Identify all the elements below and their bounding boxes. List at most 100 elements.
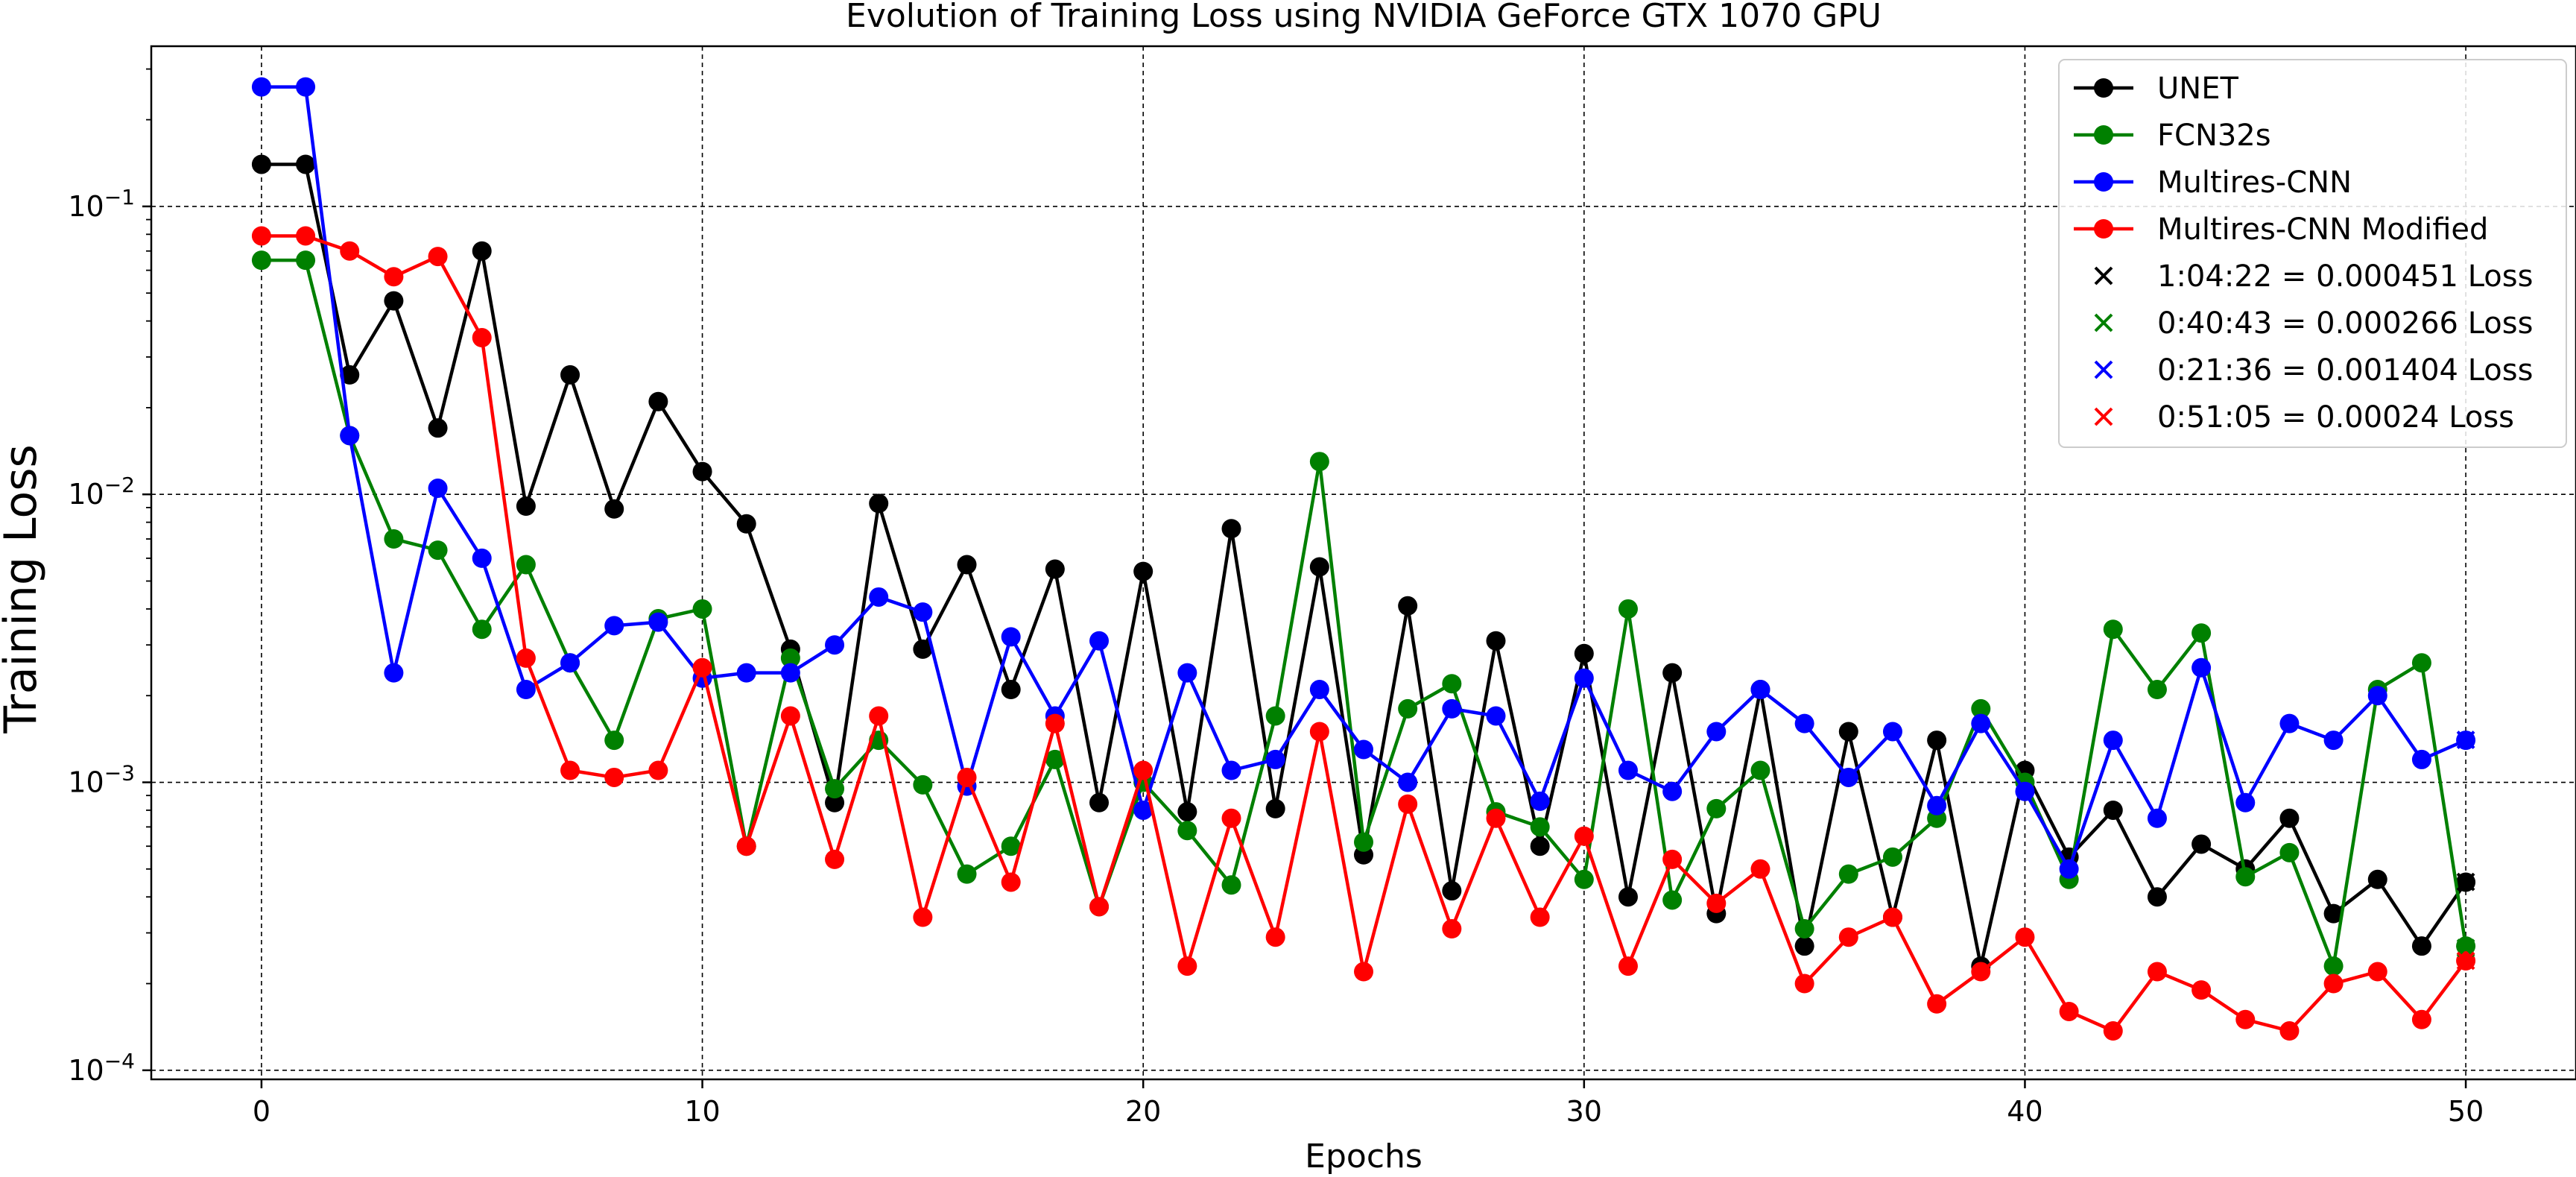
legend-entry: Multires-CNN [2074,165,2352,200]
data-point [1001,627,1021,647]
data-point [296,226,316,246]
data-point [2235,867,2256,887]
data-point [384,529,404,549]
data-point [340,426,360,446]
legend-marker-swatch [2094,219,2113,239]
data-point [1618,599,1638,619]
data-point [2192,623,2212,643]
legend-x-swatch [2094,313,2113,332]
data-point [1177,956,1197,976]
data-point [692,461,712,482]
data-point [648,612,668,632]
data-point [736,514,756,534]
data-point [2147,680,2167,700]
data-point [1398,698,1418,719]
legend-label: FCN32s [2157,119,2271,153]
final-x-marker [2456,872,2475,892]
data-point [1398,772,1418,792]
data-point [251,77,271,97]
legend-label: 0:51:05 = 0.00024 Loss [2157,400,2514,435]
data-point [692,657,712,678]
data-point [1398,794,1418,814]
series-multires-cnn-modified [251,226,2476,1041]
data-point [2411,1009,2431,1029]
series-multires-cnn [251,77,2476,879]
data-point [516,680,536,700]
data-point [1309,680,1329,700]
data-point [2192,980,2212,1000]
data-point [1442,919,1462,939]
data-point [1309,557,1329,577]
x-marker-stroke [2456,731,2475,750]
data-point [869,587,889,607]
data-point [1662,781,1683,801]
data-point [1838,722,1858,742]
data-point [2323,903,2344,924]
data-point [340,241,360,261]
data-point [340,365,360,385]
data-point [1089,897,1110,917]
data-point [692,599,712,619]
data-point [2103,619,2123,640]
data-point [1045,749,1065,769]
data-point [1574,668,1594,688]
data-point [1662,663,1683,683]
legend-x-swatch [2094,407,2113,426]
data-point [869,706,889,726]
data-point [2059,1001,2079,1021]
data-point [1265,749,1285,769]
y-axis-label: Training Loss [0,444,47,733]
data-point [1971,713,1991,733]
data-point [1265,927,1285,947]
legend-label: 0:40:43 = 0.000266 Loss [2157,306,2533,341]
data-point [1486,706,1506,726]
data-point [1618,887,1638,907]
data-point [1486,631,1506,651]
data-point [2192,834,2212,854]
data-point [1177,821,1197,841]
data-point [736,836,756,856]
data-point [1574,869,1594,889]
y-tick-label: 10−1 [68,185,135,223]
data-point [957,555,977,575]
data-point [825,779,845,799]
data-point [913,602,933,622]
data-point [2059,859,2079,879]
data-point [1045,559,1065,579]
axes: 0 10 20 30 40 50 10−4 10−3 10−2 10−1 [68,45,2576,1128]
data-point [296,250,316,271]
data-point [1133,561,1153,581]
data-point [1927,795,1947,815]
data-point [472,619,492,640]
data-point [780,648,800,668]
data-point [1971,698,1991,719]
chart-title: Evolution of Training Loss using NVIDIA … [846,0,1882,35]
legend-entry: 0:40:43 = 0.000266 Loss [2094,306,2533,341]
data-point [1265,798,1285,818]
legend-label: Multires-CNN Modified [2157,212,2488,247]
data-point [472,241,492,261]
x-tick-label: 40 [2007,1095,2042,1128]
data-point [1133,760,1153,780]
data-point [1221,760,1241,780]
data-point [1221,519,1241,539]
data-point [428,247,448,267]
data-point [2279,713,2300,733]
legend-entry: 0:51:05 = 0.00024 Loss [2094,400,2514,435]
data-point [1442,674,1462,694]
legend-marker-swatch [2094,172,2113,192]
data-point [2279,842,2300,862]
data-point [1089,631,1110,651]
data-point [428,479,448,499]
data-point [1882,722,1902,742]
data-point [2411,749,2431,769]
data-point [2192,657,2212,678]
data-point [1001,680,1021,700]
data-point [1309,722,1329,742]
legend-x-swatch [2094,266,2113,285]
series-layer [251,77,2476,1041]
data-point [2323,956,2344,976]
data-point [648,760,668,780]
series-fcn32s [251,250,2476,976]
data-point [2323,731,2344,751]
